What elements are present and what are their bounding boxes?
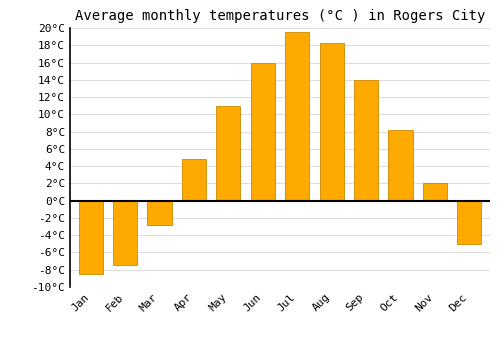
Bar — [78, 201, 102, 274]
Bar — [458, 201, 481, 244]
Bar — [285, 32, 310, 201]
Bar — [423, 183, 447, 201]
Bar — [113, 201, 137, 265]
Bar — [216, 106, 240, 201]
Bar — [148, 201, 172, 225]
Bar — [388, 130, 412, 201]
Bar — [320, 43, 344, 201]
Bar — [354, 80, 378, 201]
Bar — [250, 63, 275, 201]
Bar — [182, 159, 206, 201]
Title: Average monthly temperatures (°C ) in Rogers City: Average monthly temperatures (°C ) in Ro… — [75, 9, 485, 23]
